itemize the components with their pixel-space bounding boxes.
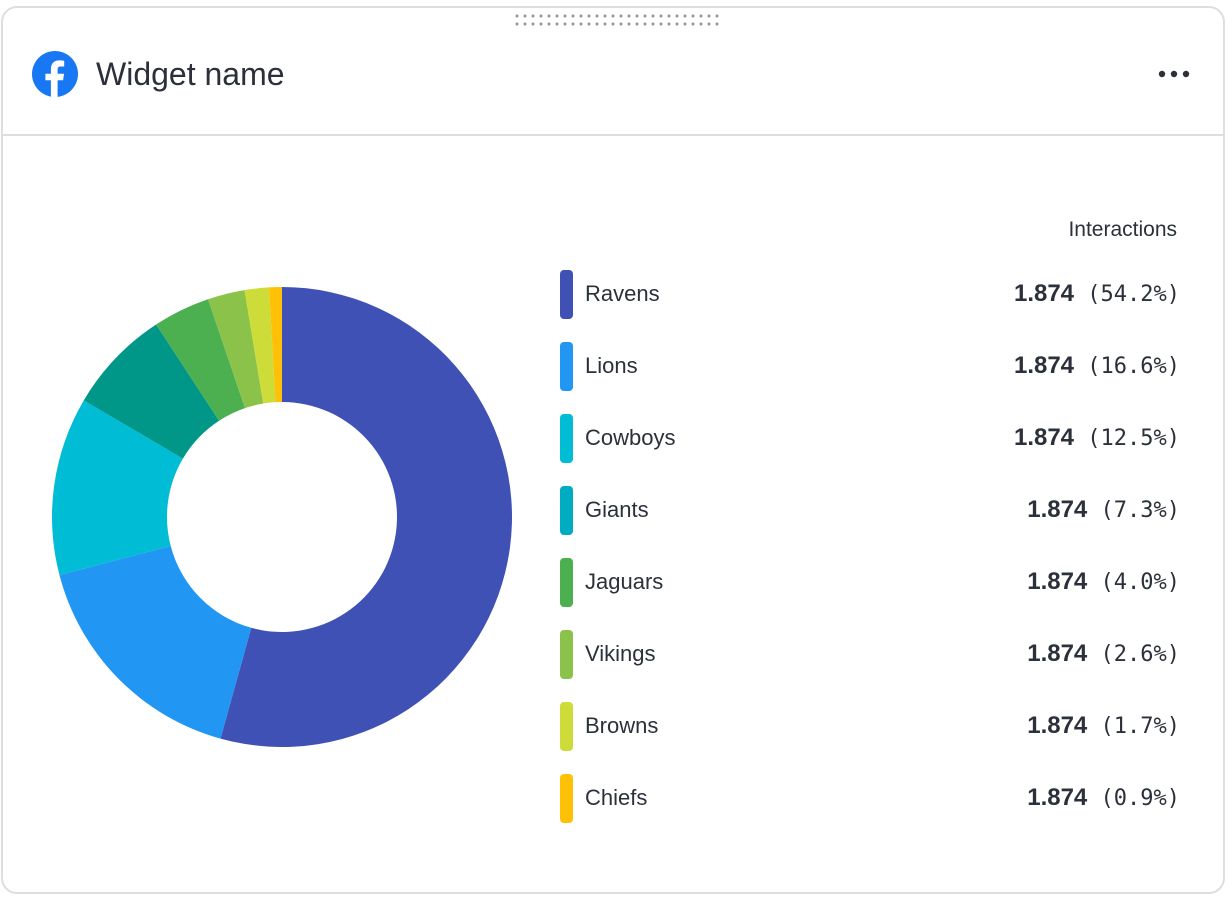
legend-swatch — [560, 414, 573, 463]
widget-card: Widget name Interactions Ravens 1.874 (54… — [1, 6, 1225, 894]
legend-value-number: 1.874 — [1013, 352, 1075, 379]
legend-value-number: 1.874 — [1027, 496, 1088, 523]
legend-value-percent: (2.6%) — [1087, 642, 1180, 667]
value-column-header: Interactions — [1068, 218, 1177, 241]
legend-swatch — [560, 774, 573, 823]
donut-segment-cowboys[interactable] — [51, 400, 183, 576]
facebook-icon — [32, 51, 78, 97]
legend-value-number: 1.874 — [1027, 640, 1088, 667]
legend-item[interactable]: Jaguars 1.874 (4.0%) — [558, 556, 1180, 628]
legend-swatch — [560, 342, 573, 391]
donut-segment-vikings[interactable] — [208, 290, 264, 409]
legend-label: Vikings — [585, 641, 656, 666]
legend-value-number: 1.874 — [1013, 280, 1075, 307]
legend-swatch — [560, 702, 573, 751]
legend-value: 1.874 (0.9%) — [1027, 783, 1180, 814]
legend-label: Lions — [585, 353, 638, 378]
legend-value-percent: (12.5%) — [1074, 426, 1180, 451]
legend-value: 1.874 (54.2%) — [1014, 279, 1180, 310]
widget-header: Widget name — [3, 8, 1223, 136]
legend-label: Chiefs — [585, 785, 648, 810]
legend-value-number: 1.874 — [1013, 424, 1075, 451]
legend-value: 1.874 (12.5%) — [1014, 423, 1180, 454]
legend-value: 1.874 (4.0%) — [1027, 567, 1180, 598]
legend-value: 1.874 (2.6%) — [1027, 639, 1180, 670]
legend-label: Giants — [585, 497, 649, 522]
legend-value-percent: (1.7%) — [1087, 714, 1180, 739]
legend-label: Cowboys — [585, 425, 676, 450]
legend-item[interactable]: Browns 1.874 (1.7%) — [558, 700, 1180, 772]
legend-item[interactable]: Giants 1.874 (7.3%) — [558, 484, 1180, 556]
legend-value-percent: (54.2%) — [1074, 282, 1180, 307]
more-horizontal-icon — [1158, 70, 1190, 78]
legend-item[interactable]: Vikings 1.874 (2.6%) — [558, 628, 1180, 700]
donut-segment-ravens[interactable] — [220, 287, 513, 747]
donut-segment-chiefs[interactable] — [268, 287, 282, 403]
legend-label: Browns — [585, 713, 659, 738]
widget-title: Widget name — [96, 56, 285, 92]
legend-item[interactable]: Cowboys 1.874 (12.5%) — [558, 412, 1180, 484]
legend-item[interactable]: Chiefs 1.874 (0.9%) — [558, 772, 1180, 844]
legend-item[interactable]: Ravens 1.874 (54.2%) — [558, 268, 1180, 340]
legend-value: 1.874 (7.3%) — [1027, 495, 1180, 526]
legend-value-percent: (7.3%) — [1087, 498, 1180, 523]
legend-value-number: 1.874 — [1027, 712, 1088, 739]
legend-value-percent: (16.6%) — [1074, 354, 1180, 379]
legend-swatch — [560, 270, 573, 319]
donut-segment-browns[interactable] — [244, 287, 276, 404]
drag-handle-icon[interactable] — [513, 12, 719, 28]
legend-swatch — [560, 630, 573, 679]
donut-segment-lions[interactable] — [59, 546, 252, 739]
legend-label: Ravens — [585, 281, 660, 306]
legend-value: 1.874 (1.7%) — [1027, 711, 1180, 742]
legend-value: 1.874 (16.6%) — [1014, 351, 1180, 382]
donut-segment-jaguars[interactable] — [156, 299, 246, 421]
legend-item[interactable]: Lions 1.874 (16.6%) — [558, 340, 1180, 412]
donut-segment-giants[interactable] — [83, 324, 220, 459]
legend-value-percent: (0.9%) — [1087, 786, 1180, 811]
more-options-button[interactable] — [1149, 58, 1193, 90]
legend-value-percent: (4.0%) — [1087, 570, 1180, 595]
legend-value-number: 1.874 — [1027, 784, 1088, 811]
chart-legend: Ravens 1.874 (54.2%) Lions 1.874 (16.6%) Cow… — [558, 268, 1180, 844]
legend-swatch — [560, 486, 573, 535]
legend-swatch — [560, 558, 573, 607]
donut-chart — [51, 287, 513, 747]
legend-label: Jaguars — [585, 569, 664, 594]
legend-value-number: 1.874 — [1027, 568, 1088, 595]
